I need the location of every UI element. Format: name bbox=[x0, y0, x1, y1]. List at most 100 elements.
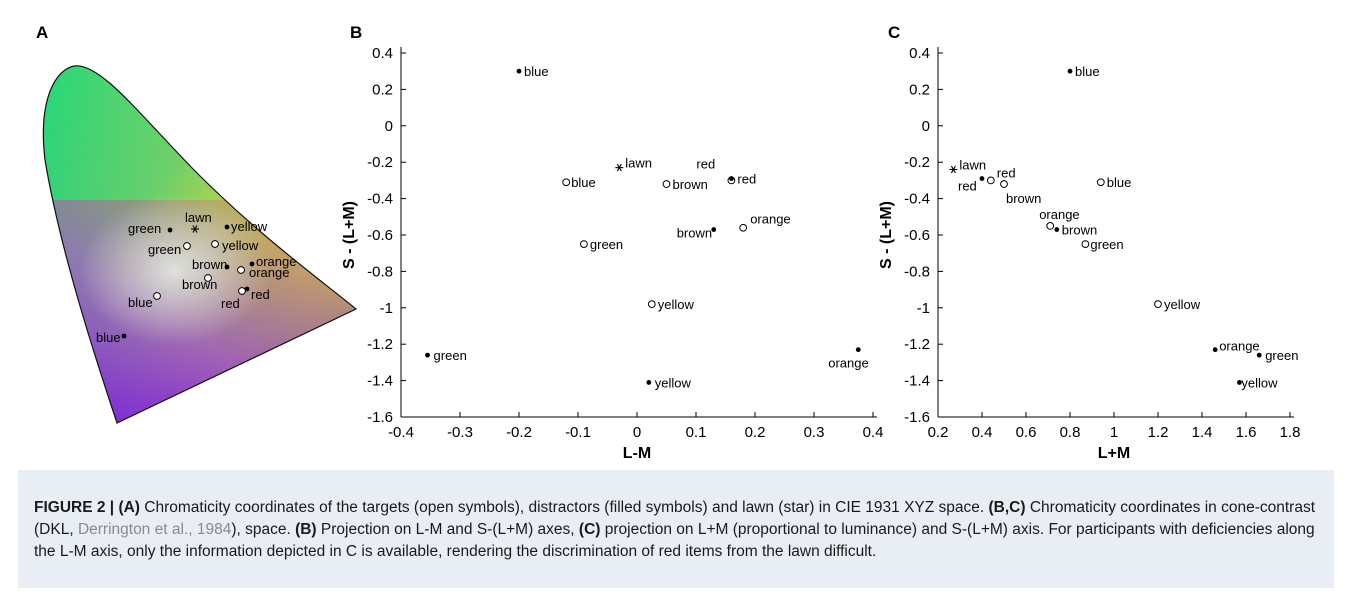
point-label-blue: blue bbox=[1107, 175, 1132, 190]
point-brown-filled bbox=[711, 227, 717, 232]
point-brown-open bbox=[1000, 180, 1008, 188]
y-tick-label: 0.2 bbox=[909, 81, 930, 98]
caption-text-bc-2: ), space. bbox=[231, 521, 296, 538]
x-tick-label: 1.6 bbox=[1236, 424, 1257, 441]
star-stroke bbox=[616, 163, 622, 172]
point-label-yellow: yellow bbox=[231, 219, 268, 234]
panel-label-c: C bbox=[888, 23, 900, 42]
point-label-red: red bbox=[997, 165, 1016, 180]
point-orange-filled bbox=[855, 347, 861, 353]
panel-c-plot: 0.40.20-0.2-0.4-0.6-0.8-1-1.2-1.4-1.60.2… bbox=[878, 45, 1300, 462]
point-label-brown: brown bbox=[182, 277, 217, 292]
y-tick-label: 0.2 bbox=[372, 81, 393, 98]
x-tick-label: 0 bbox=[633, 424, 641, 441]
point-orange-open bbox=[739, 223, 748, 232]
point-label-lawn: lawn bbox=[185, 210, 212, 225]
point-label-green: green bbox=[1090, 237, 1123, 252]
point-label-lawn: lawn bbox=[959, 157, 986, 172]
y-tick-label: -0.4 bbox=[367, 191, 393, 208]
point-label-yellow: yellow bbox=[1241, 375, 1278, 390]
star-stroke bbox=[950, 165, 956, 174]
point-blue-filled bbox=[1067, 68, 1073, 74]
y-tick-label: -0.6 bbox=[904, 227, 930, 244]
caption-figure-label: FIGURE 2 | bbox=[34, 499, 119, 516]
x-tick-label: 1.4 bbox=[1192, 424, 1213, 441]
point-label-orange: orange bbox=[1219, 339, 1259, 354]
y-tick-label: -1 bbox=[917, 300, 930, 317]
point-brown-filled bbox=[1054, 227, 1060, 232]
point-orange-filled bbox=[249, 261, 255, 267]
point-green-open bbox=[1081, 240, 1090, 249]
spectral-locus bbox=[42, 65, 358, 424]
point-label-orange: orange bbox=[256, 254, 296, 269]
y-tick-label: -1.4 bbox=[367, 373, 393, 390]
point-orange-filled bbox=[1212, 347, 1218, 353]
x-tick-label: 0.4 bbox=[972, 424, 993, 441]
point-red-filled bbox=[729, 176, 734, 181]
star-stroke bbox=[192, 225, 198, 233]
x-tick-label: 0.4 bbox=[863, 424, 884, 441]
point-label-lawn: lawn bbox=[625, 156, 652, 171]
point-label-blue: blue bbox=[1075, 64, 1100, 79]
panel-label-b: B bbox=[350, 23, 362, 42]
point-red-open bbox=[986, 176, 995, 185]
point-green-open bbox=[183, 242, 191, 250]
point-label-yellow: yellow bbox=[658, 297, 695, 312]
panel-label-a: A bbox=[36, 23, 48, 42]
point-blue-filled bbox=[516, 68, 522, 74]
point-label-blue: blue bbox=[128, 295, 153, 310]
point-brown-open bbox=[204, 274, 212, 282]
point-blue-open bbox=[153, 292, 161, 300]
caption-tag-bc: (B,C) bbox=[988, 499, 1026, 516]
panel-b-plot: 0.40.20-0.2-0.4-0.6-0.8-1-1.2-1.4-1.6-0.… bbox=[341, 45, 883, 462]
point-green-filled bbox=[167, 227, 173, 233]
x-tick-label: -0.1 bbox=[565, 424, 591, 441]
y-tick-label: -0.8 bbox=[367, 263, 393, 280]
x-tick-label: 1 bbox=[1110, 424, 1118, 441]
x-tick-label: 0.8 bbox=[1060, 424, 1081, 441]
point-yellow-filled bbox=[1237, 380, 1242, 385]
point-label-green: green bbox=[128, 221, 161, 236]
point-green-filled bbox=[425, 352, 430, 358]
point-label-green: green bbox=[148, 242, 181, 257]
y-tick-label: -1.2 bbox=[904, 336, 930, 353]
point-label-brown: brown bbox=[677, 226, 712, 241]
y-tick-label: -1.4 bbox=[904, 373, 930, 390]
point-lawn-star bbox=[949, 165, 958, 174]
x-axis-label: L+M bbox=[1098, 445, 1130, 462]
point-red-open bbox=[238, 287, 246, 295]
x-tick-label: 1.2 bbox=[1148, 424, 1169, 441]
point-yellow-filled bbox=[224, 224, 230, 230]
caption-tag-b: (B) bbox=[295, 521, 317, 538]
caption-text-a: Chromaticity coordinates of the targets … bbox=[139, 499, 989, 516]
point-label-brown: brown bbox=[673, 177, 708, 192]
panel-a-cie-diagram: lawn green green yellow yellow brown brown oran… bbox=[42, 65, 358, 424]
caption-box bbox=[18, 470, 1334, 588]
point-green-filled bbox=[1256, 352, 1262, 358]
point-orange-open bbox=[237, 266, 245, 274]
point-label-brown: brown bbox=[192, 257, 227, 272]
x-tick-label: -0.4 bbox=[388, 424, 414, 441]
point-label-blue: blue bbox=[571, 175, 596, 190]
point-green-open bbox=[580, 240, 588, 249]
point-red-filled bbox=[979, 176, 985, 181]
y-axis-label: S - (L+M) bbox=[341, 201, 358, 269]
caption-tag-c: (C) bbox=[578, 521, 601, 538]
caption-citation-link[interactable]: Derrington et al., 1984 bbox=[77, 521, 232, 538]
figure-caption: FIGURE 2 | (A) Chromaticity coordinates … bbox=[34, 497, 1324, 563]
x-tick-label: -0.2 bbox=[506, 424, 532, 441]
point-label-green: green bbox=[590, 237, 623, 252]
point-label-orange: orange bbox=[828, 356, 868, 371]
y-tick-label: -0.8 bbox=[904, 263, 930, 280]
x-tick-label: -0.3 bbox=[447, 424, 473, 441]
point-label-orange: orange bbox=[249, 265, 289, 280]
caption-tag-a: (A) bbox=[118, 499, 140, 516]
point-blue-open bbox=[1096, 178, 1105, 187]
point-label-red: red bbox=[251, 287, 270, 302]
y-tick-label: 0 bbox=[922, 118, 930, 135]
point-brown-open bbox=[662, 180, 671, 188]
point-label-red: red bbox=[958, 179, 977, 194]
x-tick-label: 0.3 bbox=[804, 424, 825, 441]
point-label-brown: brown bbox=[1062, 223, 1097, 238]
